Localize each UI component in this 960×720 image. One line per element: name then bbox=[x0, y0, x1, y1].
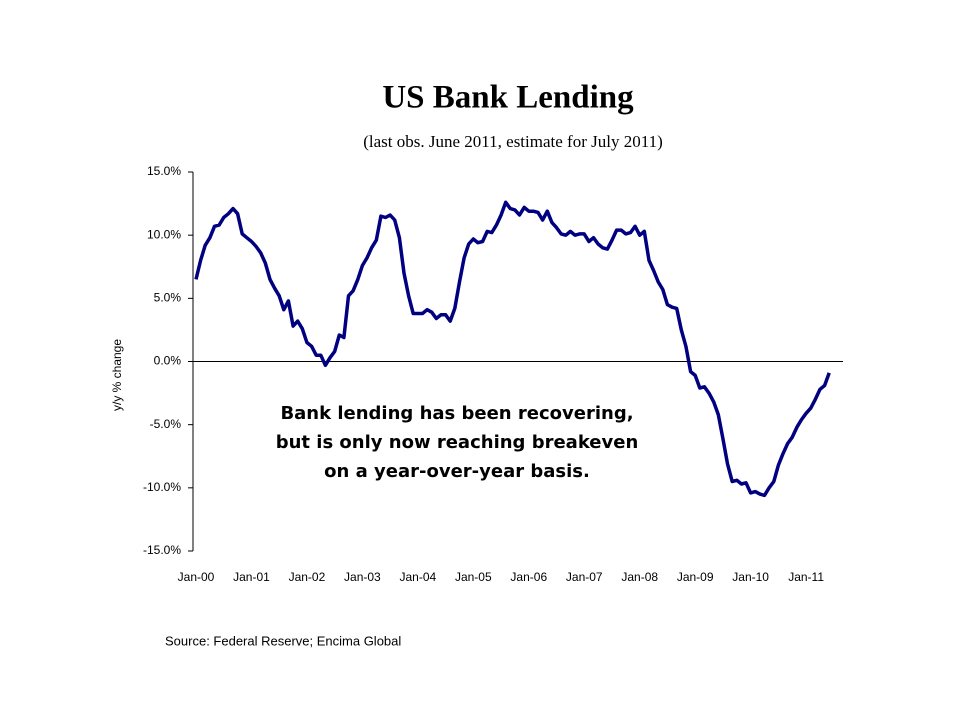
y-tick-label: -10.0% bbox=[143, 480, 181, 494]
x-tick-label: Jan-07 bbox=[566, 570, 603, 584]
y-tick-label: 5.0% bbox=[154, 291, 182, 305]
x-tick-label: Jan-01 bbox=[233, 570, 270, 584]
x-tick-label: Jan-08 bbox=[621, 570, 658, 584]
y-tick-label: 10.0% bbox=[147, 227, 181, 241]
source: Source: Federal Reserve; Encima Global bbox=[165, 633, 401, 648]
chart-title: US Bank Lending bbox=[382, 80, 634, 116]
x-tick-label: Jan-10 bbox=[732, 570, 769, 584]
chart-subtitle: (last obs. June 2011, estimate for July … bbox=[363, 132, 663, 151]
x-tick-label: Jan-04 bbox=[400, 570, 437, 584]
x-tick-label: Jan-02 bbox=[289, 570, 326, 584]
x-tick-label: Jan-05 bbox=[455, 570, 492, 584]
x-tick-label: Jan-03 bbox=[344, 570, 381, 584]
y-tick-label: -15.0% bbox=[143, 543, 181, 557]
x-tick-label: Jan-00 bbox=[178, 570, 215, 584]
annotation: Bank lending has been recovering, bbox=[280, 403, 633, 424]
y-tick-label: 15.0% bbox=[147, 164, 181, 178]
y-axis-label: y/y % change bbox=[110, 339, 124, 411]
x-tick-label: Jan-09 bbox=[677, 570, 714, 584]
x-tick-label: Jan-11 bbox=[788, 570, 824, 584]
y-tick-label: 0.0% bbox=[154, 354, 182, 368]
annotation: on a year-over-year basis. bbox=[324, 461, 590, 482]
annotation: but is only now reaching breakeven bbox=[276, 432, 639, 453]
y-tick-label: -5.0% bbox=[150, 417, 182, 431]
x-tick-label: Jan-06 bbox=[510, 570, 547, 584]
data-line bbox=[194, 200, 831, 498]
